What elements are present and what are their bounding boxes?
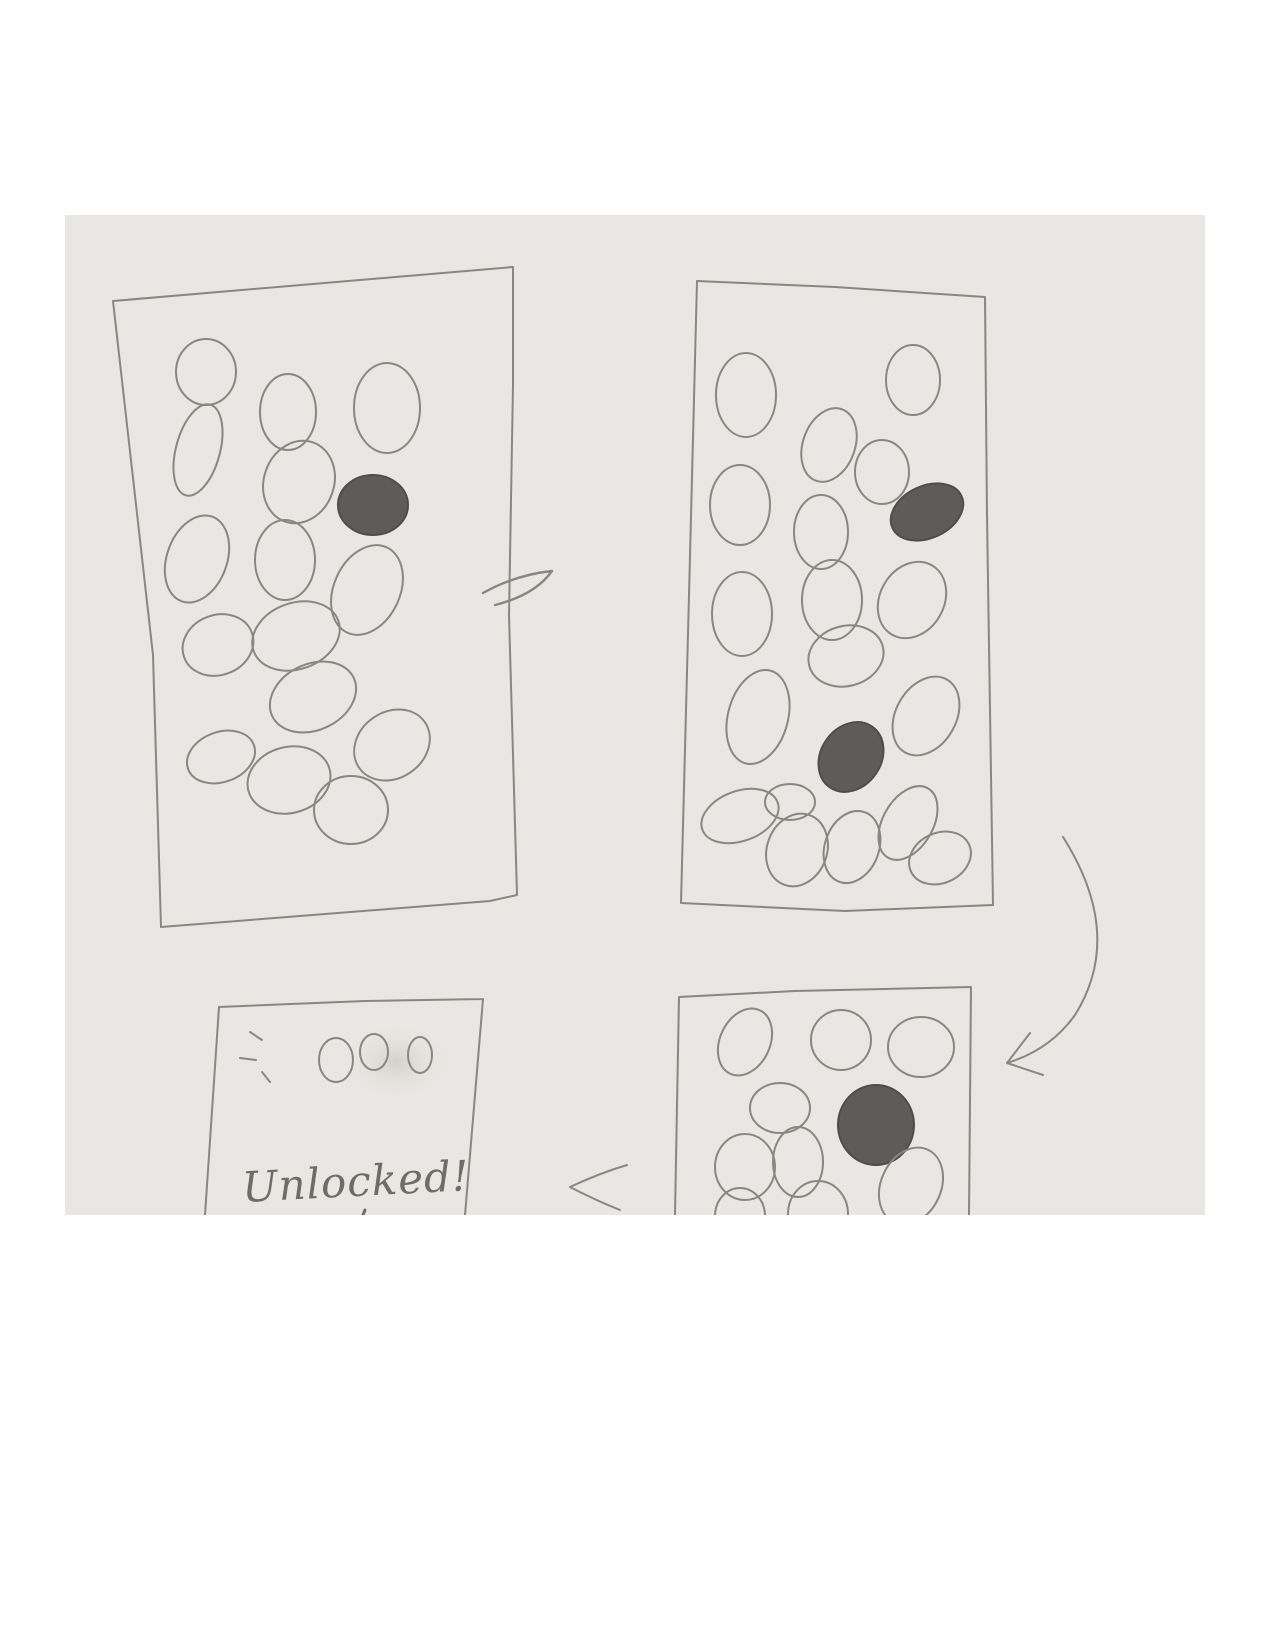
bubble: [262, 439, 336, 525]
bubble: [268, 660, 358, 734]
bubble-shaded: [889, 482, 965, 542]
bubble: [251, 600, 341, 672]
bubble: [800, 407, 858, 483]
bubble: [709, 464, 771, 546]
bubble: [318, 1037, 354, 1083]
bubble-shaded: [337, 474, 409, 536]
bubble: [725, 668, 791, 766]
bubble: [259, 373, 317, 451]
panel-1-bubbles: [163, 338, 431, 845]
bubble: [793, 494, 849, 570]
sketch-photo: [65, 215, 1205, 1215]
panel-4-marks: [239, 1022, 451, 1215]
bubble: [765, 812, 829, 888]
panel-2-frame: [680, 280, 994, 912]
bubble: [887, 1016, 955, 1078]
bubble: [714, 1187, 766, 1215]
panel-4-frame: [204, 998, 484, 1215]
bubble: [172, 403, 224, 497]
bubble: [764, 783, 816, 821]
panel-4: [204, 998, 484, 1215]
bubble: [908, 830, 972, 886]
smudge: [341, 1022, 451, 1102]
bubble: [876, 560, 948, 640]
bubble: [407, 1036, 433, 1074]
bubble: [359, 1033, 389, 1071]
bubble: [353, 362, 421, 454]
bubble: [246, 745, 332, 815]
bubble: [807, 624, 885, 688]
panel-2: [680, 280, 994, 912]
bubble-shaded: [817, 721, 885, 793]
bubble: [801, 559, 863, 641]
arrow-curved-down: [1006, 836, 1099, 1064]
bubble: [715, 352, 777, 438]
bubble: [711, 571, 773, 657]
panel-1-frame: [112, 266, 518, 928]
bubble: [787, 1180, 849, 1215]
bubble: [822, 810, 882, 884]
bubble: [772, 1126, 824, 1198]
bubble-shaded: [837, 1084, 915, 1166]
arrow-right: [481, 569, 554, 607]
bubble: [891, 675, 961, 757]
bubble: [163, 514, 231, 604]
bubble: [854, 439, 910, 505]
bubble: [749, 1082, 811, 1134]
panel-3-frame: [674, 986, 972, 1215]
panel-3: [674, 986, 972, 1215]
bubble: [330, 544, 404, 636]
panel-1: [112, 266, 518, 928]
arrow-curved-down-head: [1006, 1032, 1044, 1076]
arrow-left: [569, 1164, 628, 1211]
bubble: [353, 708, 431, 782]
bubble: [254, 519, 316, 601]
paper-background: [65, 215, 1205, 1215]
bubble: [313, 775, 389, 845]
bubble: [885, 344, 941, 416]
panel-2-bubbles: [700, 344, 972, 888]
bubble: [810, 1009, 872, 1071]
bubble: [714, 1133, 776, 1201]
bubble: [186, 729, 256, 785]
confetti-mark: [239, 1031, 271, 1083]
bubble: [181, 613, 255, 677]
bubble: [877, 1146, 945, 1215]
bubble: [700, 787, 780, 845]
bubble: [716, 1007, 774, 1077]
panel-3-bubbles: [714, 1007, 955, 1215]
